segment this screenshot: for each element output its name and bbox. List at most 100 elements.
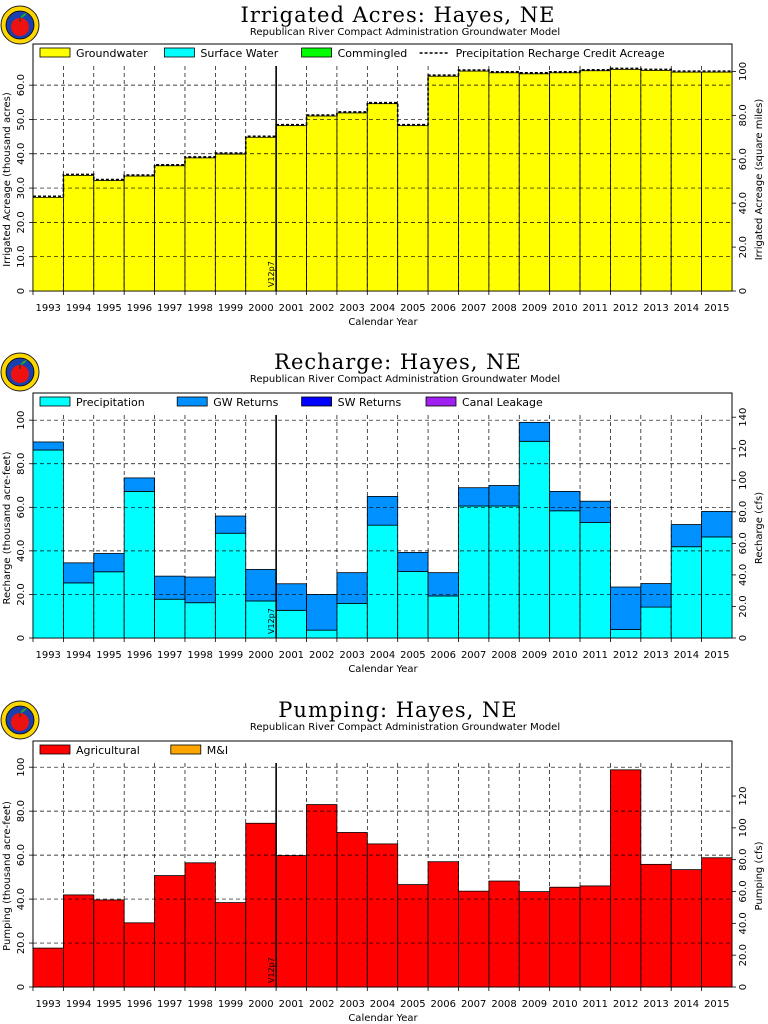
y-tick-label: 80.0 xyxy=(16,800,27,822)
legend-label-1: Groundwater xyxy=(76,47,148,60)
bar-gw-returns-2001 xyxy=(275,583,307,611)
bar-groundwater-2001 xyxy=(275,125,307,292)
bar-groundwater-1996 xyxy=(123,175,155,292)
logo-leaf-1 xyxy=(20,13,27,18)
y-tick-label: 20.0 xyxy=(16,932,27,954)
chart-subtitle: Republican River Compact Administration … xyxy=(250,27,560,38)
y-tick-label: 50.0 xyxy=(16,108,27,130)
x-tick-label: 1996 xyxy=(127,999,152,1010)
x-axis-label: Calendar Year xyxy=(348,1013,418,1024)
y-right-tick-label: 120 xyxy=(738,786,749,805)
bar-precipitation-2003 xyxy=(336,602,368,639)
bar-precipitation-2014 xyxy=(670,546,703,639)
bar-agricultural-2010 xyxy=(549,886,581,988)
x-tick-label: 1996 xyxy=(127,303,152,314)
legend-swatch-2 xyxy=(176,396,208,407)
bar-agricultural-2006 xyxy=(427,861,459,988)
y-right-tick-label: 100 xyxy=(738,62,749,81)
bar-agricultural-1996 xyxy=(123,922,155,988)
legend-label-dashed: Precipitation Recharge Credit Acreage xyxy=(456,47,665,60)
y-tick-label: 40.0 xyxy=(16,143,27,165)
chart-title: Pumping: Hayes, NE xyxy=(278,698,517,722)
bar-agricultural-1998 xyxy=(184,862,216,988)
y-tick-label: 60.0 xyxy=(16,74,27,96)
x-tick-label: 1996 xyxy=(127,650,152,661)
bar-groundwater-2006 xyxy=(427,75,459,292)
bar-precipitation-1996 xyxy=(123,491,155,639)
bar-precipitation-1997 xyxy=(154,598,186,639)
bar-precipitation-2005 xyxy=(397,571,429,639)
x-tick-label: 2000 xyxy=(248,999,273,1010)
y-right-tick-label: 80.0 xyxy=(738,849,749,871)
y-right-tick-label: 100 xyxy=(738,818,749,837)
x-tick-label: 2012 xyxy=(613,650,638,661)
bar-gw-returns-2007 xyxy=(458,487,490,507)
bar-groundwater-1993 xyxy=(32,196,64,292)
x-tick-label: 2007 xyxy=(461,303,486,314)
x-tick-label: 2009 xyxy=(522,303,547,314)
x-tick-label: 2008 xyxy=(491,999,516,1010)
bar-agricultural-1999 xyxy=(214,902,247,988)
x-tick-label: 1995 xyxy=(96,303,121,314)
y-right-tick-label: 140 xyxy=(738,408,749,427)
legend-swatch-1 xyxy=(39,396,71,407)
logo-leaf-3 xyxy=(20,708,27,713)
y-right-tick-label: 120 xyxy=(738,439,749,458)
y-tick-label: 40.0 xyxy=(16,540,27,562)
x-tick-label: 2006 xyxy=(431,999,456,1010)
legend-swatch-3 xyxy=(301,47,333,58)
x-tick-label: 2014 xyxy=(674,303,699,314)
y-tick-label: 20.0 xyxy=(16,583,27,605)
legend-swatch-1 xyxy=(39,47,71,58)
x-tick-label: 2010 xyxy=(552,303,577,314)
x-tick-label: 2013 xyxy=(643,650,668,661)
chart-title: Irrigated Acres: Hayes, NE xyxy=(241,3,556,27)
model-version-label: V12p7 xyxy=(267,261,276,287)
y-tick-label: 40.0 xyxy=(16,888,27,910)
y-axis-label: Pumping (thousand acre-feet) xyxy=(2,801,13,951)
y-axis-label: Irrigated Acreage (thousand acres) xyxy=(2,92,13,267)
bar-gw-returns-2000 xyxy=(245,568,277,602)
x-tick-label: 1997 xyxy=(157,650,182,661)
bar-groundwater-2009 xyxy=(518,73,551,292)
bar-gw-returns-2011 xyxy=(579,500,611,523)
x-tick-label: 2015 xyxy=(704,303,729,314)
y-tick-label: 20.0 xyxy=(16,211,27,233)
bar-gw-returns-1995 xyxy=(93,553,125,573)
bar-groundwater-1994 xyxy=(62,174,95,292)
bar-gw-returns-2006 xyxy=(427,572,459,597)
bar-agricultural-1997 xyxy=(154,875,186,988)
x-tick-label: 2015 xyxy=(704,650,729,661)
bar-precipitation-1999 xyxy=(214,532,247,639)
bar-precipitation-2001 xyxy=(275,609,307,639)
bar-precipitation-2006 xyxy=(427,595,459,639)
x-tick-label: 1997 xyxy=(157,303,182,314)
bar-groundwater-2013 xyxy=(640,70,672,292)
x-tick-label: 2000 xyxy=(248,650,273,661)
x-tick-label: 2007 xyxy=(461,999,486,1010)
bar-precipitation-2011 xyxy=(579,522,611,639)
bar-gw-returns-2004 xyxy=(366,496,399,526)
y-right-tick-label: 80.0 xyxy=(738,501,749,523)
x-tick-label: 2011 xyxy=(583,999,608,1010)
bar-groundwater-2011 xyxy=(579,70,611,292)
bar-gw-returns-2008 xyxy=(488,485,520,507)
y-tick-label: 60.0 xyxy=(16,496,27,518)
x-tick-label: 2011 xyxy=(583,650,608,661)
bar-gw-returns-1994 xyxy=(62,562,95,584)
x-tick-label: 2011 xyxy=(583,303,608,314)
y-right-tick-label: 40.0 xyxy=(738,912,749,934)
bar-agricultural-2000 xyxy=(245,822,277,988)
model-version-label: V12p7 xyxy=(267,957,276,983)
chart-subtitle: Republican River Compact Administration … xyxy=(250,722,560,733)
bar-gw-returns-2010 xyxy=(549,491,581,512)
bar-precipitation-2002 xyxy=(306,629,338,639)
legend-swatch-4 xyxy=(425,396,457,407)
x-tick-label: 2008 xyxy=(491,650,516,661)
x-tick-label: 2006 xyxy=(431,650,456,661)
legend-swatch-2 xyxy=(170,744,202,755)
x-tick-label: 2003 xyxy=(339,999,364,1010)
y-tick-label: 60.0 xyxy=(16,844,27,866)
